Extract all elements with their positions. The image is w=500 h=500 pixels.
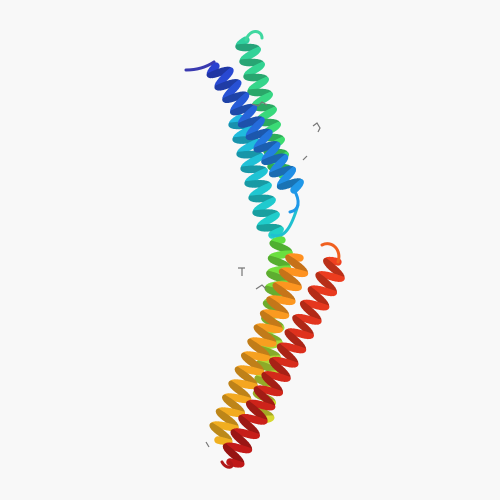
coil	[184, 60, 216, 72]
coil	[288, 188, 300, 214]
side-chain	[312, 122, 321, 133]
side-chain	[302, 155, 308, 161]
side-chain	[238, 267, 245, 276]
side-chain	[251, 101, 268, 107]
coil	[220, 460, 234, 469]
ribbon-group	[184, 30, 345, 469]
helix-ribbon	[214, 436, 225, 445]
side-chain	[205, 441, 210, 448]
coil	[320, 242, 341, 264]
side-chains	[205, 101, 321, 448]
side-chain	[255, 284, 267, 290]
coil	[244, 30, 264, 42]
